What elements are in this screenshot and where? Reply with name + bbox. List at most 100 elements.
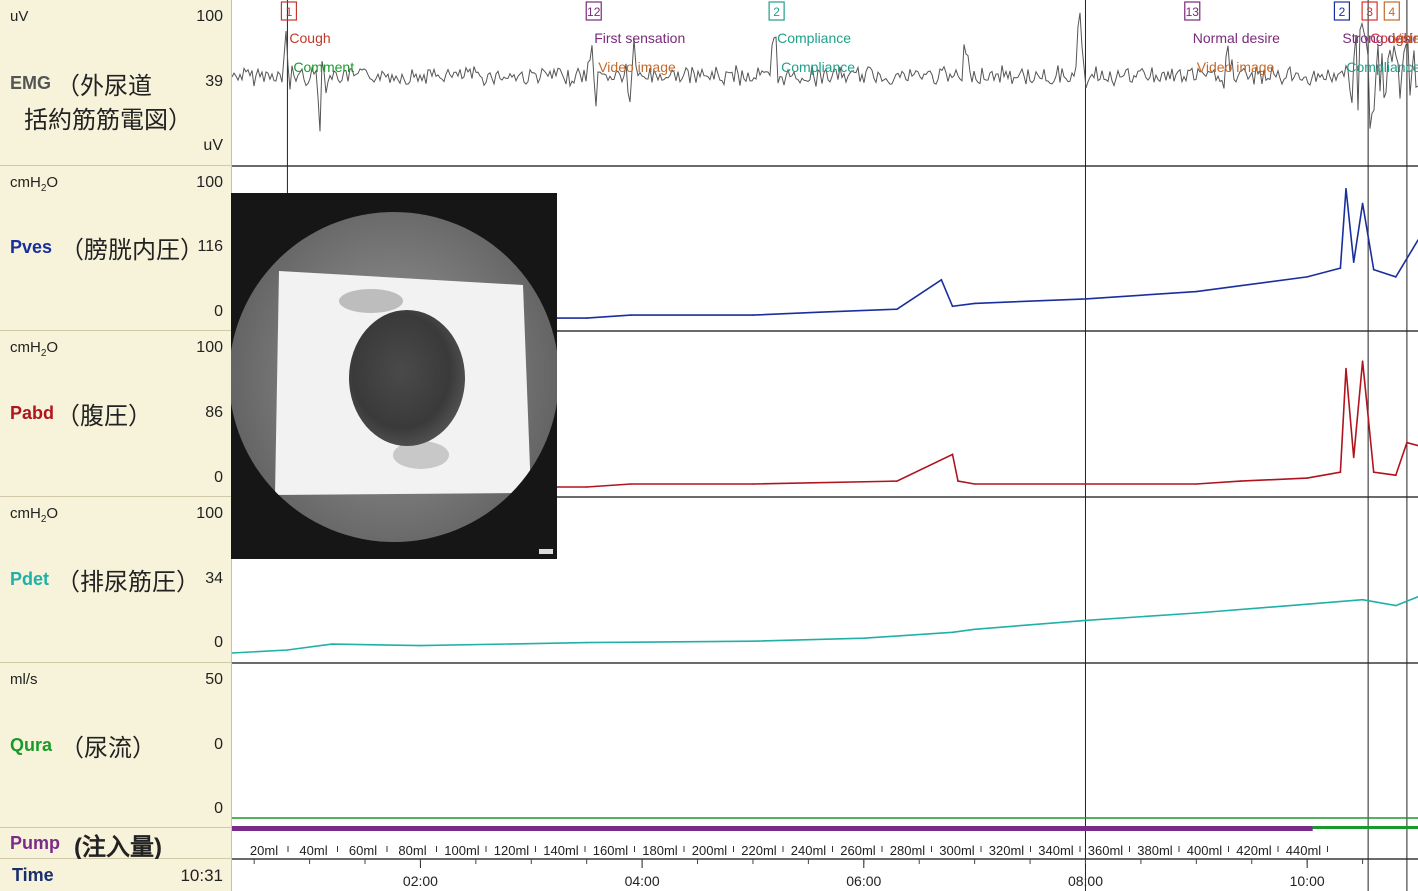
event-label-6: Video image [1392, 30, 1418, 46]
fluoroscopy-image [231, 212, 557, 554]
event-marker-box-6 [1383, 1, 1400, 21]
pdet-scale-max: 100 [196, 505, 223, 522]
pdet-point-2 [331, 643, 333, 645]
event-label-4: Strong desire [1342, 30, 1418, 46]
emg-value: 39 [205, 73, 223, 90]
channel-panel-pump[interactable]: Pump (注入量) [0, 828, 232, 861]
pabd-point-18 [1406, 441, 1408, 444]
pabd-point-17 [1395, 474, 1397, 477]
pdet-point-8 [973, 628, 976, 631]
pves-point-9 [973, 302, 976, 305]
event-sublabel-4: Compliance [1346, 59, 1418, 75]
trace-plot[interactable]: 20ml 40ml 60ml 80ml 100ml 120ml 140ml 160ml 180m… [232, 0, 1418, 891]
time-tick-label-0: 02:00 [403, 873, 438, 889]
event-marker-num-2: 2 [773, 5, 780, 19]
pves-point-2 [585, 317, 588, 319]
pabd-unit: cmH2O [10, 339, 58, 359]
pdet-point-9 [1084, 619, 1087, 622]
event-sublabel-0: Comment [293, 59, 354, 75]
qura-unit: ml/s [10, 671, 38, 688]
volume-label-20: 420ml [1236, 843, 1272, 858]
qura-label-jp: （尿流） [60, 735, 156, 762]
time-tick-label-1: 04:00 [625, 873, 660, 889]
pves-unit-sub: 2 [40, 183, 47, 194]
event-marker-num-6: 4 [1388, 5, 1395, 19]
pves-point-16 [1352, 261, 1355, 264]
volume-label-17: 360ml [1088, 843, 1124, 858]
event-label-2: Compliance [777, 30, 851, 46]
pdet-name: Pdet [10, 569, 50, 589]
event-marker-box-4 [1333, 1, 1351, 21]
pdet-scale-min: 0 [214, 634, 223, 651]
volume-label-5: 120ml [494, 843, 530, 858]
volume-label-13: 280ml [890, 843, 926, 858]
pdet-point-10 [1195, 612, 1198, 614]
event-marker-box-0 [280, 1, 298, 21]
emg-name: EMG [10, 73, 52, 93]
fluoroscopy-inset[interactable] [231, 193, 557, 559]
pves-point-6 [896, 308, 898, 311]
volume-label-11: 240ml [791, 843, 827, 858]
pves-point-12 [1239, 284, 1242, 287]
qura-scale-min: 0 [214, 800, 223, 817]
qura-scale-max: 50 [205, 671, 223, 688]
pves-point-5 [818, 311, 821, 314]
pdet-point-1 [286, 649, 289, 651]
volume-label-21: 440ml [1286, 843, 1322, 858]
emg-trace [232, 12, 1418, 132]
event-label-3: Normal desire [1193, 30, 1280, 46]
pabd-point-15 [1361, 360, 1364, 363]
pves-point-15 [1345, 187, 1347, 190]
pabd-point-8 [1084, 483, 1087, 485]
bone-shadow-bottom [393, 441, 449, 469]
time-tick-label-2: 06:00 [846, 873, 881, 889]
volume-label-10: 220ml [741, 843, 777, 858]
event-marker-num-4: 2 [1339, 5, 1346, 19]
channel-panel-emg[interactable]: uV 100 EMG （外尿道 括約筋筋電図） 39 uV [0, 0, 232, 166]
pves-point-3 [630, 314, 632, 316]
bone-shadow-top [339, 289, 403, 313]
pdet-point-0 [232, 652, 233, 654]
qura-value: 0 [214, 736, 223, 753]
time-tick-label-3: 08:00 [1068, 873, 1103, 889]
qura-point-0 [232, 817, 233, 819]
volume-label-16: 340ml [1038, 843, 1074, 858]
channel-panel-qura[interactable]: ml/s 50 Qura （尿流） 0 0 [0, 663, 232, 828]
pabd-label-jp: （腹圧） [56, 403, 152, 430]
event-label-0: Cough [289, 30, 330, 46]
pabd-scale-min: 0 [214, 469, 223, 486]
volume-label-0: 20ml [250, 843, 278, 858]
channel-panel-pves[interactable]: cmH2O 100 Pves （膀胱内圧） 116 0 [0, 166, 232, 331]
channel-panel-pabd[interactable]: cmH2O 100 Pabd （腹圧） 86 0 [0, 331, 232, 497]
pdet-point-4 [585, 641, 588, 644]
volume-label-3: 80ml [398, 843, 426, 858]
event-marker-num-5: 3 [1366, 5, 1373, 19]
emg-scale-max: 100 [196, 8, 223, 25]
volume-label-6: 140ml [543, 843, 579, 858]
pabd-point-5 [951, 453, 954, 456]
volume-label-8: 180ml [642, 843, 678, 858]
volume-label-19: 400ml [1187, 843, 1223, 858]
pdet-point-5 [752, 640, 754, 642]
pabd-point-9 [1195, 483, 1198, 485]
event-label-5: Cough [1370, 30, 1411, 46]
pves-scale-min: 0 [214, 303, 223, 320]
pabd-point-13 [1345, 367, 1347, 370]
volume-label-1: 40ml [299, 843, 327, 858]
volume-label-7: 160ml [593, 843, 629, 858]
channel-panel-time[interactable]: Time 10:31 [0, 859, 232, 891]
pabd-point-12 [1339, 471, 1342, 474]
event-marker-num-0: 1 [286, 5, 293, 19]
emg-label-jp2: 括約筋筋電図） [24, 107, 192, 134]
pabd-trace [232, 361, 1418, 488]
pves-point-18 [1372, 268, 1375, 271]
pabd-point-11 [1306, 477, 1308, 479]
pves-label-jp: （膀胱内圧） [60, 237, 204, 264]
pdet-unit-text: cmH [10, 505, 41, 522]
pves-point-13 [1306, 276, 1308, 278]
pabd-point-16 [1372, 471, 1375, 474]
pabd-unit-text: cmH [10, 339, 41, 356]
pdet-unit: cmH2O [10, 505, 58, 525]
channel-panel-pdet[interactable]: cmH2O 100 Pdet （排尿筋圧） 34 0 [0, 497, 232, 663]
pabd-scale-max: 100 [196, 339, 223, 356]
